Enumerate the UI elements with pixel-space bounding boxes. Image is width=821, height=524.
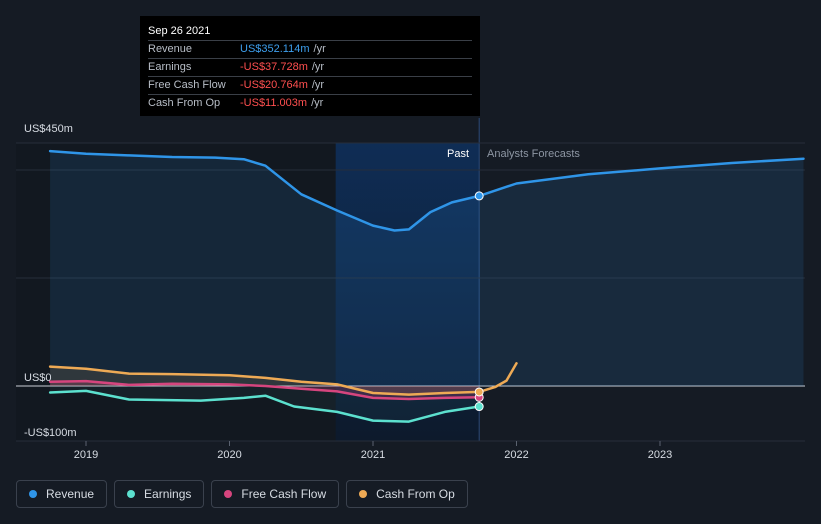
legend: Revenue Earnings Free Cash Flow Cash Fro… (16, 480, 468, 510)
tooltip-value: -US$20.764m (240, 79, 308, 91)
x-tick-label: 2019 (74, 449, 98, 461)
legend-dot-icon (29, 490, 37, 498)
legend-label: Cash From Op (376, 487, 455, 501)
x-tick-label: 2021 (361, 449, 385, 461)
x-tick-label: 2023 (648, 449, 672, 461)
tooltip-row-free-cash-flow: Free Cash Flow -US$20.764m /yr (148, 76, 472, 94)
tooltip-unit: /yr (311, 61, 325, 73)
earnings-area (50, 386, 480, 422)
tooltip-label: Earnings (148, 61, 192, 73)
free-cash-flow-line (48, 379, 481, 401)
tooltip-date: Sep 26 2021 (148, 25, 211, 37)
tooltip-label: Cash From Op (148, 97, 221, 109)
earnings-line (48, 389, 481, 423)
y-tick-label: US$0 (24, 372, 52, 384)
legend-item-free-cash-flow[interactable]: Free Cash Flow (211, 480, 340, 508)
free-cash-flow-area (50, 381, 480, 399)
cash-from-op-area (50, 366, 480, 395)
chart-gridlines (16, 142, 805, 442)
y-tick-label: US$450m (24, 123, 73, 135)
legend-label: Revenue (46, 487, 95, 501)
x-tick-label: 2020 (217, 449, 241, 461)
tooltip-value: -US$11.003m (240, 97, 308, 109)
legend-item-revenue[interactable]: Revenue (16, 480, 108, 508)
legend-item-earnings[interactable]: Earnings (114, 480, 205, 508)
tooltip-row-cash-from-op: Cash From Op -US$11.003m /yr (148, 94, 472, 112)
series-lines (48, 149, 805, 423)
highlight-region (335, 143, 480, 441)
legend-dot-icon (224, 490, 233, 498)
legend-label: Earnings (144, 487, 192, 501)
tooltip-label: Free Cash Flow (148, 79, 226, 91)
legend-dot-icon (127, 490, 136, 498)
series-markers (474, 191, 484, 412)
tooltip: Sep 26 2021 Revenue US$352.114m /yr Earn… (140, 16, 480, 116)
cash-from-op-line (48, 365, 481, 396)
revenue-area (50, 151, 804, 386)
legend-item-cash-from-op[interactable]: Cash From Op (346, 480, 468, 508)
tooltip-row-earnings: Earnings -US$37.728m /yr (148, 58, 472, 76)
tooltip-value: US$352.114m (240, 43, 310, 55)
series-areas (50, 151, 804, 422)
tooltip-row-revenue: Revenue US$352.114m /yr (148, 40, 472, 58)
forecast-label: Analysts Forecasts (487, 148, 580, 160)
y-tick-label: -US$100m (24, 427, 77, 439)
past-label: Past (447, 148, 469, 160)
tooltip-unit: /yr (311, 79, 325, 91)
revenue-line (48, 149, 481, 232)
chart-axes: US$450m US$0 -US$100m 2019 2020 2021 2022 2023 (24, 123, 672, 461)
cash-from-op-marker (474, 387, 484, 397)
tooltip-label: Revenue (148, 43, 193, 55)
tooltip-unit: /yr (311, 97, 324, 109)
legend-dot-icon (359, 490, 368, 498)
revenue-forecast-line (477, 157, 805, 198)
tooltip-value: -US$37.728m (240, 61, 308, 73)
x-tick-label: 2022 (504, 449, 528, 461)
revenue-marker (474, 191, 484, 201)
cash-from-op-forecast-line (477, 362, 518, 394)
earnings-marker (474, 402, 484, 412)
legend-label: Free Cash Flow (241, 487, 327, 501)
tooltip-unit: /yr (313, 43, 326, 55)
